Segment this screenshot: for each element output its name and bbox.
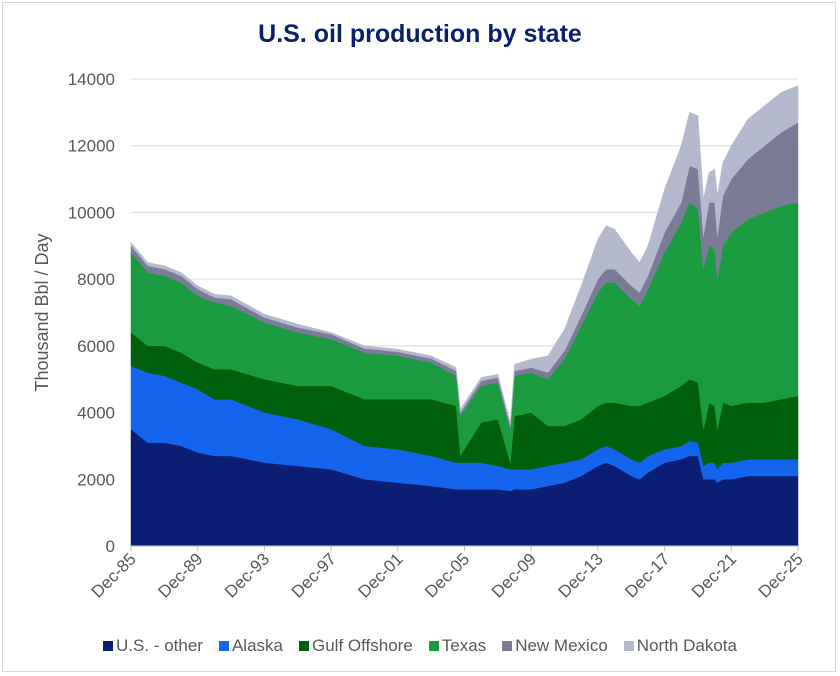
legend-item: New Mexico (502, 636, 608, 656)
y-tick-label: 10000 (68, 203, 115, 222)
x-tick-label: Dec-89 (154, 549, 206, 601)
y-tick-label: 4000 (77, 404, 115, 423)
legend-item: Gulf Offshore (298, 636, 413, 656)
area-north-dakota (130, 85, 799, 426)
legend: U.S. - other Alaska Gulf Offshore Texas New … (0, 636, 840, 656)
x-tick-label: Dec-09 (488, 549, 540, 601)
y-tick-label: 6000 (77, 337, 115, 356)
y-tick-label: 2000 (77, 470, 115, 489)
legend-item: Texas (428, 636, 487, 656)
y-tick-label: 14000 (68, 70, 115, 89)
legend-swatch (218, 641, 229, 651)
x-tick-label: Dec-85 (88, 549, 140, 601)
legend-item: U.S. - other (103, 636, 203, 656)
legend-label: Alaska (231, 636, 283, 655)
legend-item: Alaska (218, 636, 283, 656)
x-tick-label: Dec-05 (421, 549, 473, 601)
legend-swatch (103, 641, 114, 651)
x-tick-label: Dec-13 (555, 549, 607, 601)
x-tick-label: Dec-01 (354, 549, 406, 601)
x-tick-label: Dec-25 (755, 549, 807, 601)
legend-label: U.S. - other (116, 636, 203, 655)
y-tick-label: 12000 (68, 137, 115, 156)
y-axis-label: Thousand Bbl / Day (32, 233, 52, 391)
legend-label: North Dakota (636, 636, 737, 655)
y-tick-label: 0 (106, 537, 115, 556)
x-tick-label: Dec-21 (688, 549, 740, 601)
legend-swatch (298, 641, 309, 651)
x-tick-label: Dec-17 (621, 549, 673, 601)
legend-item: North Dakota (623, 636, 737, 656)
y-tick-label: 8000 (77, 270, 115, 289)
legend-swatch (502, 641, 513, 651)
legend-label: New Mexico (515, 636, 608, 655)
x-tick-label: Dec-97 (288, 549, 340, 601)
legend-label: Gulf Offshore (311, 636, 413, 655)
chart-title: U.S. oil production by state (258, 20, 582, 48)
x-tick-label: Dec-93 (221, 549, 273, 601)
legend-swatch (623, 641, 634, 651)
legend-label: Texas (441, 636, 487, 655)
legend-swatch (428, 641, 439, 651)
